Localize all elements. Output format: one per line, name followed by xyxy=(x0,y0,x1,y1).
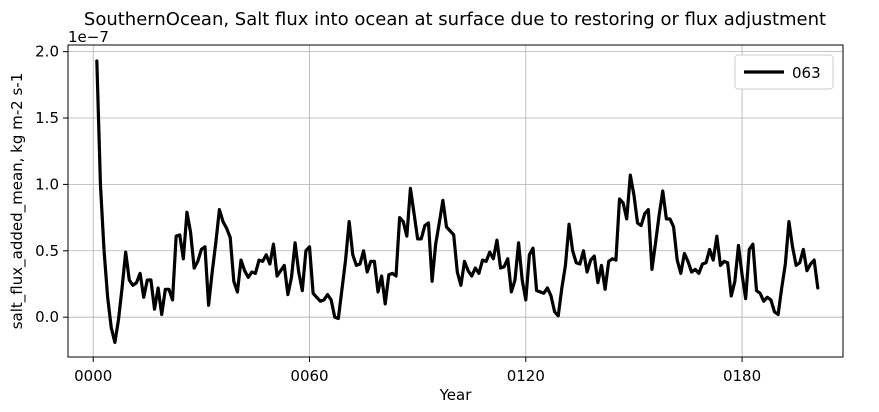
x-tick-label: 0000 xyxy=(74,367,112,385)
y-tick-label: 1.0 xyxy=(35,175,59,193)
y-axis: 0.0 0.5 1.0 1.5 2.0 xyxy=(35,43,68,326)
grid xyxy=(68,45,843,357)
y-tick-label: 0.0 xyxy=(35,308,59,326)
series-line-063 xyxy=(95,59,820,344)
x-tick-label: 0180 xyxy=(723,367,761,385)
y-tick-label: 0.5 xyxy=(35,242,59,260)
legend-label-063: 063 xyxy=(792,64,821,82)
y-tick-label: 2.0 xyxy=(35,43,59,61)
plot-frame xyxy=(67,44,844,358)
legend: 063 xyxy=(734,54,834,90)
y-axis-label: salt_flux_added_mean, kg m-2 s-1 xyxy=(8,73,27,330)
x-axis: 0000 0060 0120 0180 xyxy=(74,357,761,385)
chart-title: SouthernOcean, Salt flux into ocean at s… xyxy=(84,9,826,30)
x-tick-label: 0120 xyxy=(507,367,545,385)
y-offset-label: 1e−7 xyxy=(68,28,109,46)
x-axis-label: Year xyxy=(439,386,473,404)
y-tick-label: 1.5 xyxy=(35,109,59,127)
x-tick-label: 0060 xyxy=(290,367,328,385)
